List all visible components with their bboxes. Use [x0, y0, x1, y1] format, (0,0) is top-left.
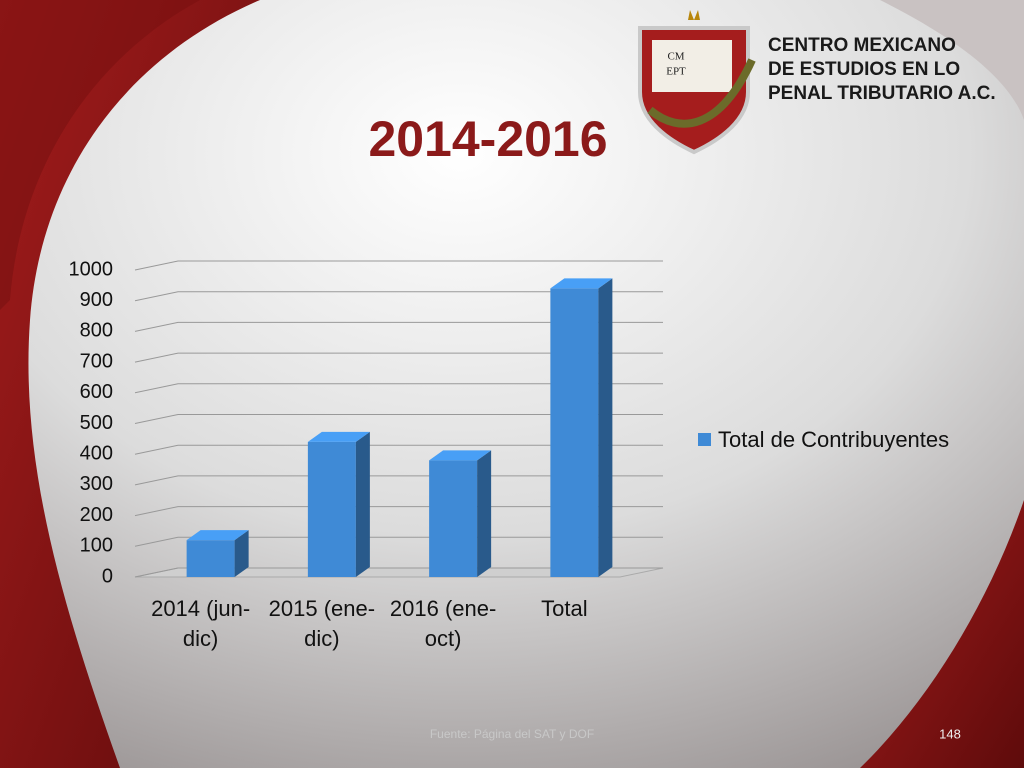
- logo-text: DE ESTUDIOS EN LO: [768, 59, 960, 80]
- grid-line: [134, 291, 663, 302]
- chart-title: 2014-2016: [368, 111, 607, 167]
- bar-front: [550, 288, 599, 577]
- grid-line: [134, 352, 663, 363]
- bar-side: [234, 530, 249, 577]
- bar: [186, 530, 249, 577]
- bar-side: [598, 278, 613, 577]
- left-curve-shade: [0, 0, 200, 310]
- y-tick-label: 200: [80, 504, 113, 526]
- x-tick-label: 2014 (jun-dic): [151, 596, 251, 651]
- y-tick-label: 700: [80, 350, 113, 372]
- bar-front: [186, 540, 235, 577]
- logo-book: [652, 40, 732, 92]
- grid-line: [134, 536, 663, 547]
- logo-mark: CM: [667, 51, 684, 63]
- grid-line: [134, 567, 663, 578]
- x-tick-label: 2016 (ene-oct): [389, 596, 497, 651]
- grid-line: [134, 321, 663, 332]
- bar-side: [477, 450, 492, 577]
- y-tick-label: 0: [102, 565, 113, 587]
- y-tick-label: 300: [80, 473, 113, 495]
- logo-text: PENAL TRIBUTARIO A.C.: [768, 83, 996, 104]
- grid-line: [134, 444, 663, 455]
- y-tick-label: 500: [80, 412, 113, 434]
- bar-top: [307, 431, 370, 442]
- bar-top: [429, 450, 492, 461]
- logo-text: CENTRO MEXICANO: [768, 35, 956, 56]
- right-curve: [860, 500, 1024, 768]
- source: Fuente: Página del SAT y DOF: [430, 727, 594, 741]
- y-tick-label: 100: [80, 535, 113, 557]
- bar-front: [429, 460, 478, 577]
- grid-line: [134, 506, 663, 517]
- bar-top: [550, 278, 613, 289]
- legend-label: Total de Contribuyentes: [718, 427, 949, 452]
- x-tick-label: Total: [541, 596, 588, 621]
- grid-line: [134, 383, 663, 394]
- bar-top: [186, 530, 249, 541]
- right-top-shade: [880, 0, 1024, 120]
- logo-laurel: [647, 58, 756, 128]
- grid-line: [134, 475, 663, 486]
- legend-swatch: [698, 433, 711, 446]
- grid-line: [134, 260, 663, 271]
- y-tick-label: 1000: [69, 258, 114, 280]
- y-tick-label: 800: [80, 320, 113, 342]
- x-tick-label: 2015 (ene-dic): [268, 596, 376, 651]
- bar: [307, 431, 370, 577]
- y-tick-label: 900: [80, 289, 113, 311]
- bar-side: [355, 431, 370, 577]
- logo-crown: [688, 10, 700, 20]
- y-tick-label: 600: [80, 381, 113, 403]
- bar: [550, 278, 613, 577]
- grid-line: [134, 414, 663, 424]
- bar-front: [307, 441, 356, 577]
- y-tick-label: 400: [80, 442, 113, 464]
- logo: CM EPT CENTRO MEXICANO DE ESTUDIOS EN LO…: [638, 10, 996, 155]
- logo-mark: EPT: [666, 66, 686, 78]
- page-number: 148: [939, 726, 961, 741]
- bar: [429, 450, 492, 577]
